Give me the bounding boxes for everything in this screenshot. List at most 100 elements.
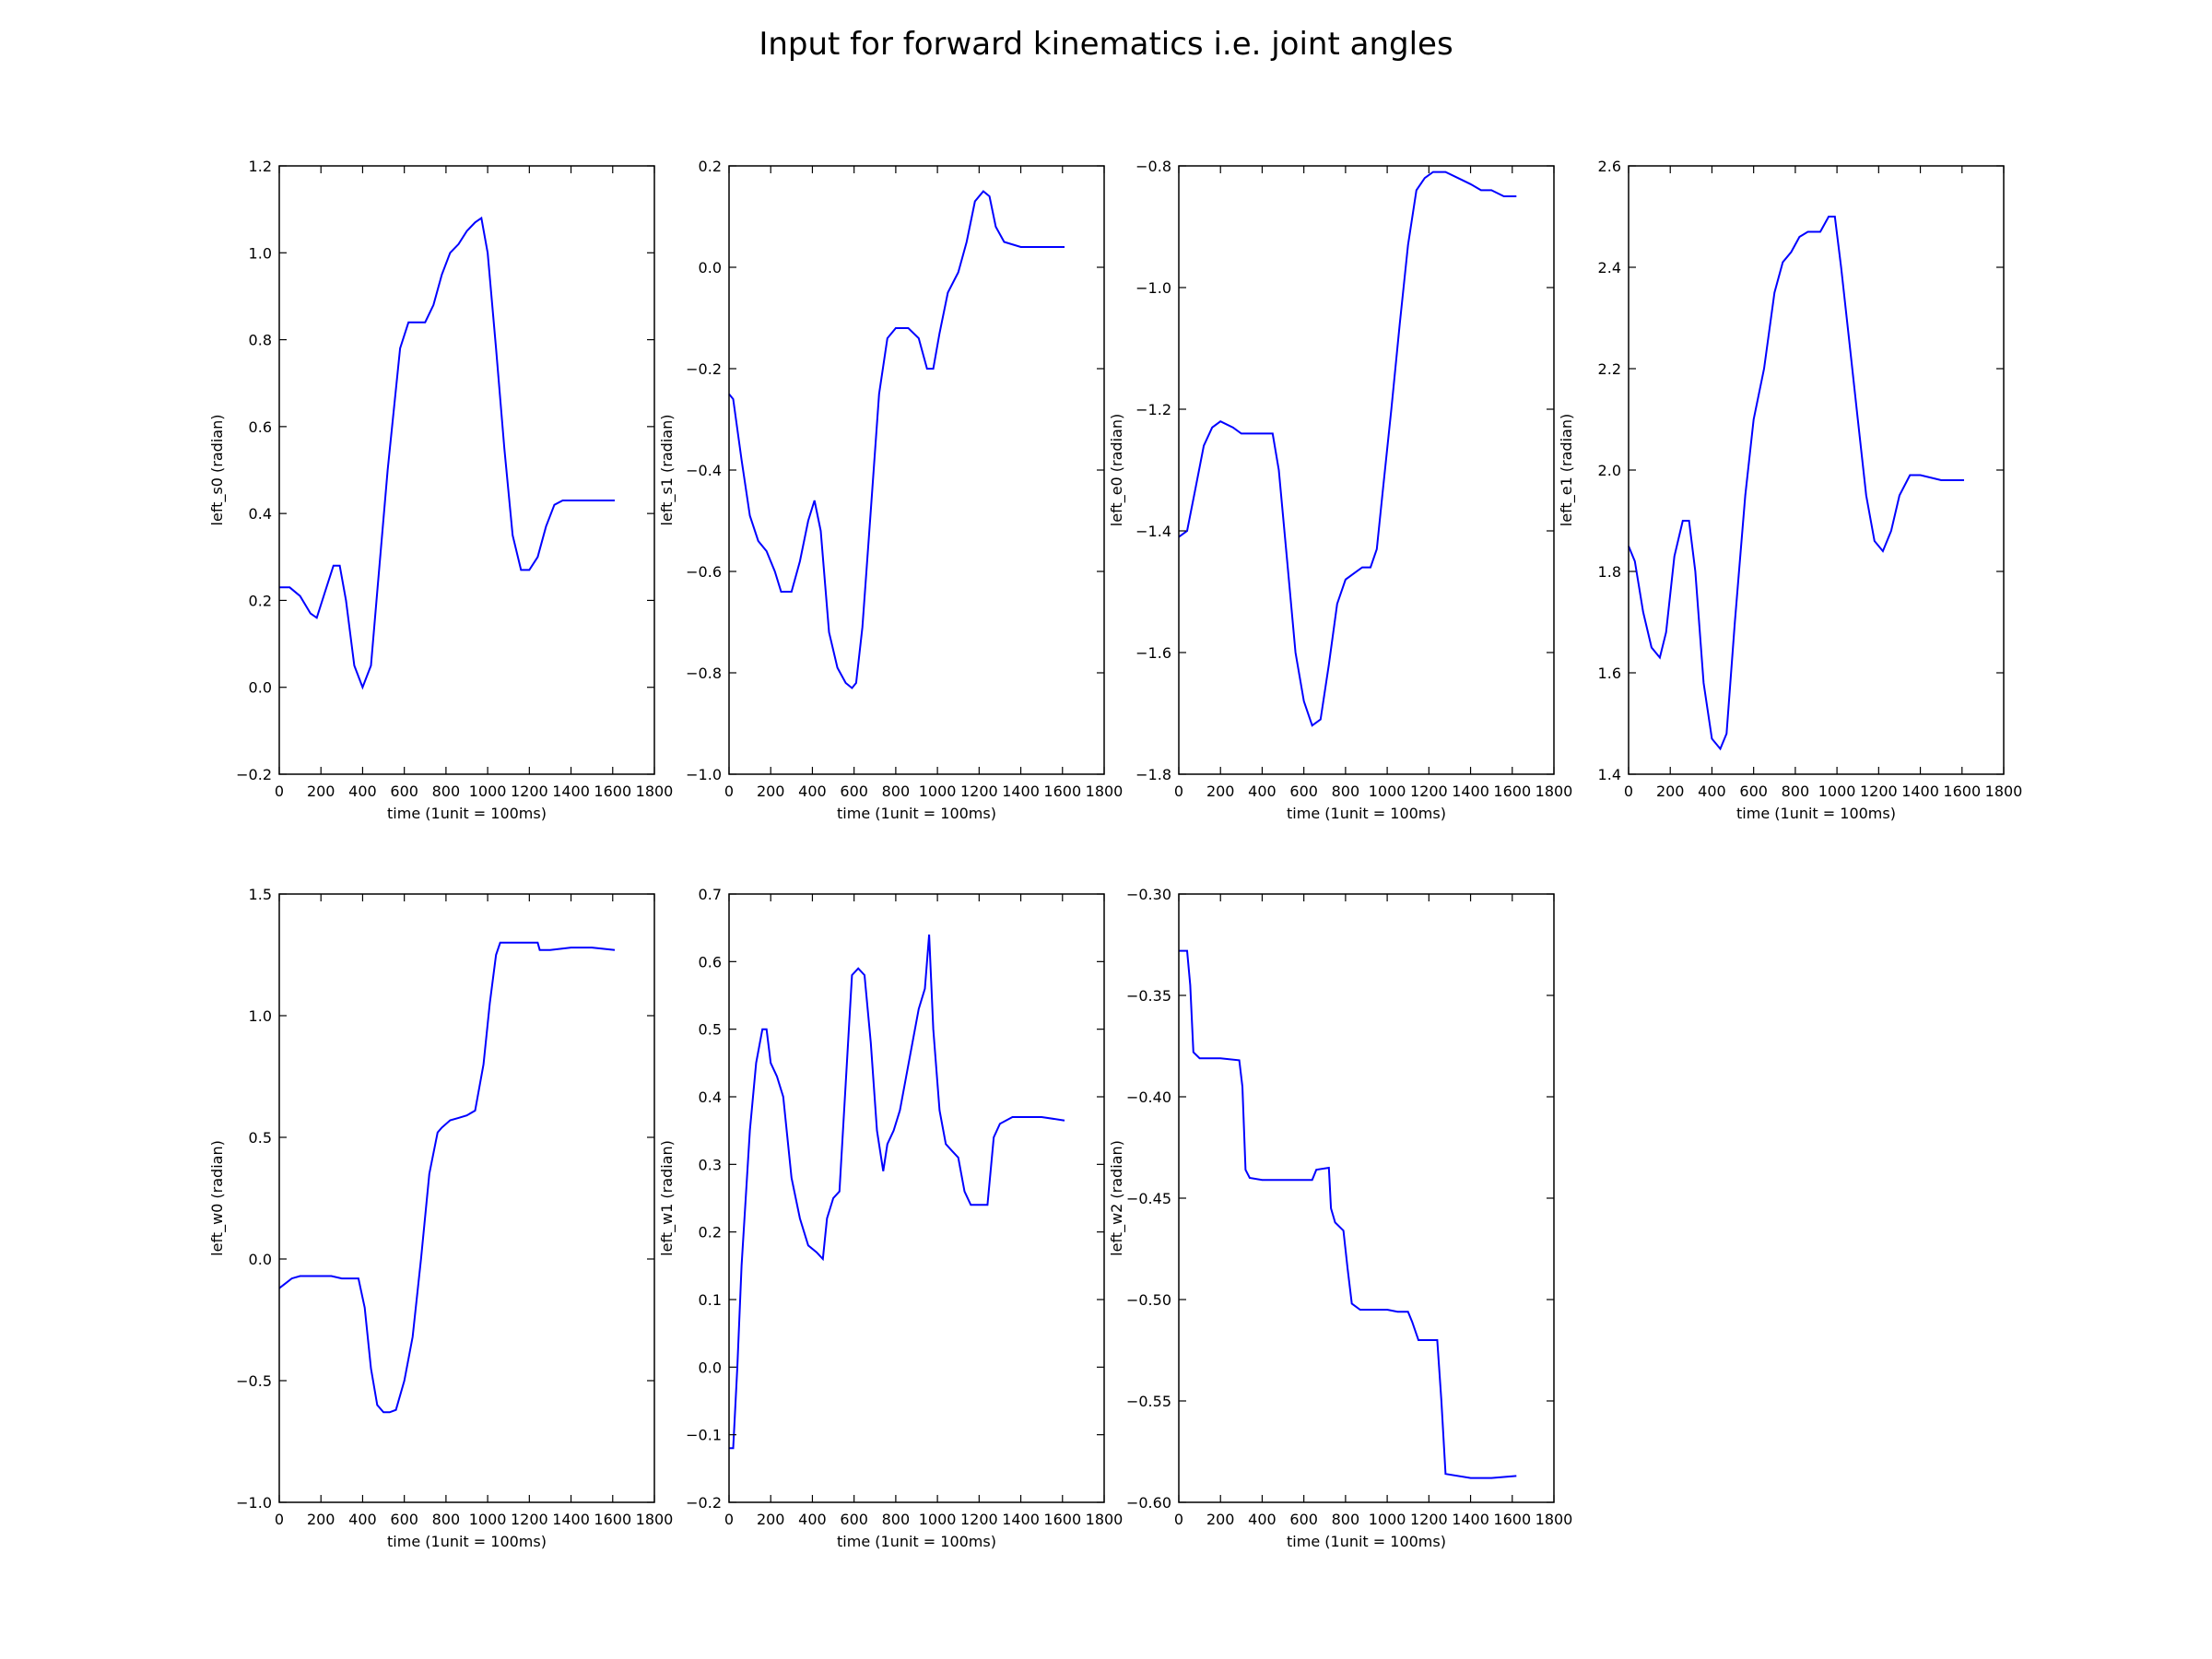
x-tick-label: 1600: [1493, 1511, 1531, 1528]
series-line-7: [1179, 949, 1517, 1479]
series-line-5: [278, 941, 616, 1414]
y-axis-label: left_w1 (radian): [658, 1140, 677, 1256]
x-tick-label: 1000: [919, 1511, 957, 1528]
x-tick-label: 1600: [594, 1511, 631, 1528]
x-tick-label: 200: [307, 782, 335, 800]
y-tick-label: 0.2: [699, 158, 722, 175]
x-tick-label: 1600: [1493, 782, 1531, 800]
x-tick-label: 800: [1332, 1511, 1360, 1528]
x-tick-label: 800: [432, 782, 461, 800]
y-tick-label: −0.6: [686, 563, 722, 581]
subplot-2: 0 200 400 600 800 1000 1200 1400 1600 1800 −1.0 −0.…: [658, 158, 1123, 822]
x-axis-label: time (1unit = 100ms): [1287, 805, 1446, 822]
y-tick-label: −1.0: [236, 1494, 272, 1512]
figure-title: Input for forward kinematics i.e. joint …: [759, 26, 1453, 63]
y-tick-label: 0.4: [249, 505, 272, 523]
subplot-6: 0 200 400 600 800 1000 1200 1400 1600 1800 −0.2 −0.…: [658, 886, 1123, 1550]
x-tick-label: 600: [840, 782, 868, 800]
subplot-5: 0 200 400 600 800 1000 1200 1400 1600 1800 −1.0 −0.…: [208, 886, 673, 1550]
x-tick-label: 1400: [1452, 1511, 1489, 1528]
x-axis-label: time (1unit = 100ms): [1287, 1533, 1446, 1550]
subplot-1: 0 200 400 600 800 1000 1200 1400 1600 1800 −0.2 0.0…: [208, 158, 673, 822]
x-tick-label: 1600: [1043, 782, 1081, 800]
x-tick-label: 1000: [469, 782, 507, 800]
x-tick-label: 1600: [594, 782, 631, 800]
y-tick-label: 1.5: [249, 886, 272, 903]
y-tick-label: −0.35: [1126, 987, 1171, 1005]
y-tick-label: 0.0: [699, 1359, 722, 1376]
series-line-2: [728, 190, 1065, 689]
x-tick-label: 1800: [1086, 782, 1124, 800]
x-tick-label: 400: [1248, 1511, 1277, 1528]
y-tick-label: −0.1: [686, 1427, 722, 1444]
x-tick-label: 1400: [1002, 782, 1040, 800]
x-axis-label: time (1unit = 100ms): [387, 1533, 547, 1550]
y-tick-label: −1.6: [1135, 644, 1171, 662]
axes-frame: [278, 165, 655, 775]
x-tick-label: 1600: [1043, 1511, 1081, 1528]
x-tick-label: 400: [1248, 782, 1277, 800]
series-line-4: [1628, 216, 1964, 751]
y-tick-label: −1.0: [1135, 279, 1171, 297]
x-tick-label: 800: [1332, 782, 1360, 800]
series-line-6: [729, 934, 1065, 1450]
y-axis-label: left_e1 (radian): [1558, 414, 1576, 526]
x-tick-label: 1800: [1535, 1511, 1573, 1528]
y-tick-label: 0.0: [249, 679, 272, 697]
x-tick-label: 1000: [1818, 782, 1856, 800]
x-axis-label: time (1unit = 100ms): [837, 1533, 996, 1550]
x-tick-label: 400: [1698, 782, 1726, 800]
x-tick-label: 1800: [1086, 1511, 1124, 1528]
x-tick-label: 600: [390, 782, 418, 800]
x-axis-label: time (1unit = 100ms): [837, 805, 996, 822]
y-tick-label: −0.8: [686, 665, 722, 682]
x-axis-label: time (1unit = 100ms): [387, 805, 547, 822]
subplot-7: 0 200 400 600 800 1000 1200 1400 1600 1800 −0.60 −0…: [1108, 886, 1572, 1550]
x-tick-label: 1800: [636, 782, 674, 800]
x-tick-label: 0: [275, 1511, 284, 1528]
y-tick-label: −0.40: [1126, 1088, 1171, 1106]
y-tick-label: −0.50: [1126, 1291, 1171, 1309]
x-tick-label: 200: [307, 1511, 335, 1528]
y-tick-label: 0.0: [699, 259, 722, 276]
x-tick-label: 1000: [469, 1511, 507, 1528]
y-tick-label: 2.6: [1598, 158, 1621, 175]
x-tick-label: 1200: [960, 1511, 998, 1528]
axes-frame: [278, 893, 655, 1503]
y-tick-label: 2.0: [1598, 462, 1621, 479]
y-tick-label: −1.8: [1135, 766, 1171, 783]
y-tick-label: 0.2: [249, 592, 272, 609]
y-tick-label: 0.0: [249, 1251, 272, 1268]
x-tick-label: 200: [757, 782, 785, 800]
y-tick-label: 0.5: [249, 1129, 272, 1147]
y-tick-label: −0.60: [1126, 1494, 1171, 1512]
x-tick-label: 0: [1174, 1511, 1183, 1528]
x-tick-label: 1800: [1985, 782, 2023, 800]
y-tick-label: −1.4: [1135, 523, 1171, 540]
x-tick-label: 400: [798, 782, 827, 800]
x-tick-label: 1800: [1535, 782, 1573, 800]
y-axis-label: left_s1 (radian): [658, 415, 677, 526]
y-tick-label: −1.2: [1135, 401, 1171, 418]
x-tick-label: 600: [390, 1511, 418, 1528]
x-tick-label: 800: [882, 782, 911, 800]
y-axis-label: left_s0 (radian): [208, 415, 227, 526]
series-line-1: [279, 216, 615, 690]
y-tick-label: 0.3: [699, 1156, 722, 1173]
x-tick-label: 400: [348, 782, 377, 800]
x-tick-label: 600: [1739, 782, 1768, 800]
y-tick-label: −0.45: [1126, 1190, 1171, 1207]
x-tick-label: 1200: [511, 1511, 548, 1528]
x-axis-label: time (1unit = 100ms): [1736, 805, 1896, 822]
x-tick-label: 800: [432, 1511, 461, 1528]
y-tick-label: −0.55: [1126, 1393, 1171, 1410]
x-tick-label: 400: [798, 1511, 827, 1528]
x-tick-label: 1000: [1369, 1511, 1406, 1528]
x-tick-label: 1200: [511, 782, 548, 800]
y-tick-label: −0.4: [686, 462, 722, 479]
x-tick-label: 200: [1206, 782, 1235, 800]
axes-frame: [728, 165, 1105, 775]
x-tick-label: 1000: [1369, 782, 1406, 800]
x-tick-label: 1400: [552, 1511, 590, 1528]
